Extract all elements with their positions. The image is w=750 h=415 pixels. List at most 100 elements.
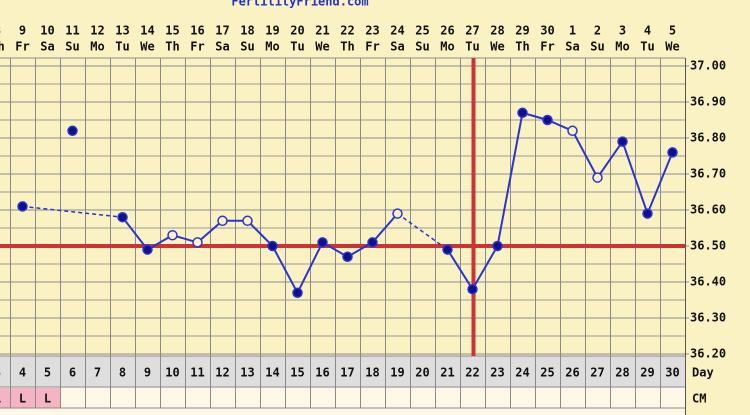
weekday-label: Th [165,40,179,54]
temp-point [492,240,503,252]
date-label: 4 [644,24,651,38]
temp-point [617,136,628,147]
weekday-label: Fr [15,40,29,54]
weekday-label: Tu [115,40,129,54]
temp-point [442,244,453,255]
weekday-label: Fr [365,40,379,54]
date-label: 13 [115,24,129,38]
y-tick-label: 36.30 [690,311,726,325]
weekday-label: Mo [615,40,629,54]
date-label: 26 [440,24,454,38]
date-label: 21 [315,24,329,38]
weekday-label: Fr [540,40,554,54]
date-label: 5 [669,24,676,38]
temp-point [317,237,328,248]
x-tick-label: 29 [640,366,654,380]
x-tick-label: 6 [69,366,76,380]
weekday-label: Su [65,40,79,54]
y-tick-label: 36.80 [690,131,726,145]
date-label: 19 [265,24,279,38]
temp-point [367,237,378,248]
date-label: 3 [619,24,626,38]
y-tick-label: 36.90 [690,95,726,109]
temp-point-open [167,229,178,241]
cm-cell [35,388,60,408]
weekday-label: Th [340,40,354,54]
temp-point [17,201,28,212]
weekday-label: We [315,40,329,54]
date-label: 24 [390,24,404,38]
cm-cell [10,388,35,408]
x-tick-label: 28 [615,366,629,380]
date-label: 9 [19,24,26,38]
weekday-label: Sa [215,40,229,54]
weekday-label: Th [0,40,5,54]
day-label: Day [692,366,714,380]
x-tick-label: 9 [144,366,151,380]
x-tick-label: 26 [565,366,579,380]
x-tick-label: 8 [119,366,126,380]
y-tick-label: 36.60 [690,203,726,217]
weekday-label: Tu [640,40,654,54]
cm-cell [0,388,10,408]
weekday-label: Tu [290,40,304,54]
x-tick-label: 23 [490,366,504,380]
weekday-label: We [140,40,154,54]
temp-point [267,240,278,252]
temp-point [117,211,128,223]
gap-bridge [397,212,448,251]
cm-label-title: CM [692,392,706,406]
day-row [0,356,685,387]
temp-point-open [242,215,253,227]
weekday-label: We [490,40,504,54]
x-tick-label: 4 [19,366,26,380]
temp-point [342,251,353,263]
x-tick-label: 27 [590,366,604,380]
x-tick-label: 15 [290,366,304,380]
date-label: 12 [90,24,104,38]
x-tick-label: 17 [340,366,354,380]
x-tick-label: 10 [165,366,179,380]
weekday-label: Mo [265,40,279,54]
x-tick-label: 13 [240,366,254,380]
temp-point [67,125,78,137]
date-label: 17 [215,24,229,38]
temp-point-open [217,215,228,227]
weekday-label: Sa [390,40,404,54]
date-label: 23 [365,24,379,38]
date-label: 15 [165,24,179,38]
x-tick-label: 12 [215,366,229,380]
cm-label: L [19,392,26,406]
plot-area [0,58,685,356]
gap-bridge [22,205,123,218]
temp-point-open [567,125,578,137]
weekday-label: Fr [190,40,204,54]
x-tick-label: 14 [265,366,279,380]
x-tick-label: 19 [390,366,404,380]
weekday-label: Sa [565,40,579,54]
y-tick-label: 36.40 [690,275,726,289]
temp-point [667,147,678,158]
weekday-label: Su [240,40,254,54]
temp-point [142,244,153,255]
date-label: 22 [340,24,354,38]
y-tick-label: 37.00 [690,59,726,73]
x-tick-label: 24 [515,366,529,380]
date-label: 28 [490,24,504,38]
x-tick-label: 18 [365,366,379,380]
x-tick-label: 3 [0,366,1,380]
date-label: 27 [465,24,479,38]
x-tick-label: 11 [190,366,204,380]
y-tick-label: 36.50 [690,239,726,253]
date-label: 1 [569,24,576,38]
x-tick-label: 20 [415,366,429,380]
date-label: 10 [40,24,54,38]
x-tick-label: 16 [315,366,329,380]
x-tick-label: 25 [540,366,554,380]
temp-point [292,287,303,299]
cm-label: L [44,392,51,406]
y-tick-label: 36.20 [690,347,726,361]
temp-point [642,208,653,219]
x-tick-label: 22 [465,366,479,380]
temp-point [542,114,553,126]
